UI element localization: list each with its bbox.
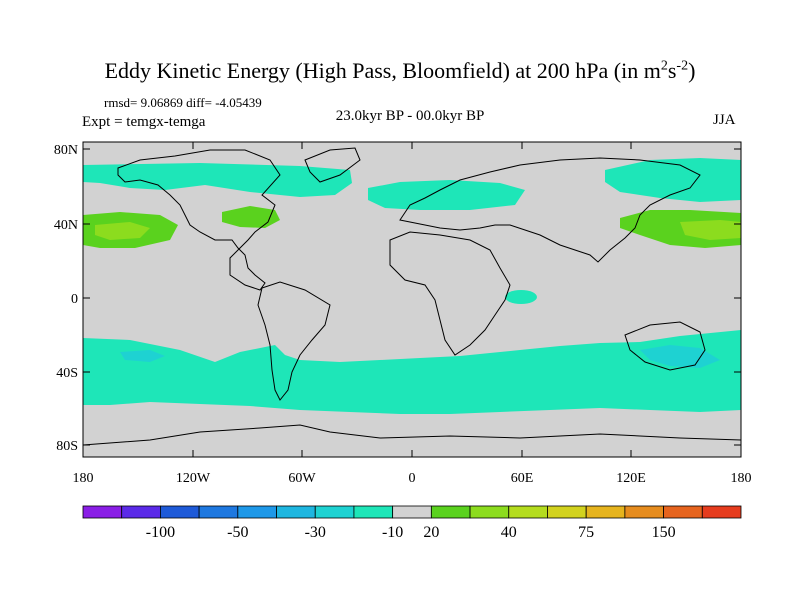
lon-tick-label: 60E [511,471,534,486]
shaded-anomaly-regions [83,158,741,414]
figure-title: Eddy Kinetic Energy (High Pass, Bloomfie… [104,58,696,83]
lon-tick-marks [82,142,742,457]
colorbar-label: 150 [652,524,676,541]
colorbar-label: -10 [382,524,403,541]
colorbar-label: 40 [501,524,517,541]
lon-tick-label: 60W [288,471,316,486]
coastline-eurasia [399,157,701,263]
lon-tick-label: 0 [409,471,416,486]
lon-tick-label: 120W [176,471,211,486]
colorbar-swatch [624,505,664,519]
coastlines [82,147,742,446]
colorbar-swatch [701,505,742,519]
colorbar-swatch [198,505,239,519]
positive-region-north-america [222,206,280,228]
colorbar-swatch [469,505,510,519]
colorbar-swatch [585,505,626,519]
colorbar-swatch [160,505,200,519]
colorbar-label: -50 [227,524,248,541]
coastline-africa [389,231,511,356]
colorbar-swatch [314,505,355,519]
colorbar-swatch [237,505,277,519]
lat-tick-marks [83,148,741,446]
lat-tick-label: 0 [71,292,78,307]
coastline-north-america [117,149,281,291]
negative-region-tropical-atlantic [505,290,537,304]
positive-strong-japan [680,220,741,240]
negative-strong-south-pacific [120,350,165,362]
map-panel: 80N 40N 0 40S 80S 180 120W 60W 0 60E 120E 180 [54,141,752,486]
colorbar-swatch [276,505,316,519]
lon-tick-labels: 180 120W 60W 0 60E 120E 180 [73,471,752,486]
coastline-south-america [257,281,331,401]
lat-tick-label: 40S [56,366,78,381]
lat-tick-label: 40N [54,218,78,233]
coastline-greenland [304,147,361,183]
coastline-antarctica [82,424,742,446]
colorbar-label: -100 [146,524,175,541]
lon-tick-label: 180 [731,471,752,486]
lon-tick-label: 120E [616,471,646,486]
colorbar-swatch [392,505,432,519]
lat-tick-labels: 80N 40N 0 40S 80S [54,143,78,454]
positive-strong-north-pacific-east [95,222,150,240]
negative-region-north-atlantic [368,180,525,210]
negative-region-southern-band [83,330,741,414]
period-label: 23.0kyr BP - 00.0kyr BP [335,108,485,124]
colorbar [82,505,742,519]
colorbar-label: 75 [578,524,594,541]
negative-region-north-pacific [605,158,741,202]
colorbar-labels: -100 -50 -30 -10 20 40 75 150 [146,524,676,541]
colorbar-swatch [547,505,587,519]
colorbar-swatch [353,505,394,519]
lon-tick-label: 180 [73,471,94,486]
colorbar-label: 20 [423,524,439,541]
stats-text: rmsd= 9.06869 diff= -4.05439 [104,95,262,110]
negative-region-north-america [83,163,352,197]
lat-tick-label: 80N [54,143,78,158]
colorbar-swatch [82,505,123,519]
lat-tick-label: 80S [56,439,78,454]
colorbar-swatch [663,505,703,519]
coastline-australia [624,321,706,371]
experiment-label: Expt = temgx-temga [82,114,206,130]
colorbar-label: -30 [305,524,326,541]
negative-strong-australia [640,345,720,368]
season-label: JJA [713,112,736,128]
colorbar-swatch [508,505,548,519]
colorbar-swatch [121,505,161,519]
colorbar-swatch [430,505,471,519]
